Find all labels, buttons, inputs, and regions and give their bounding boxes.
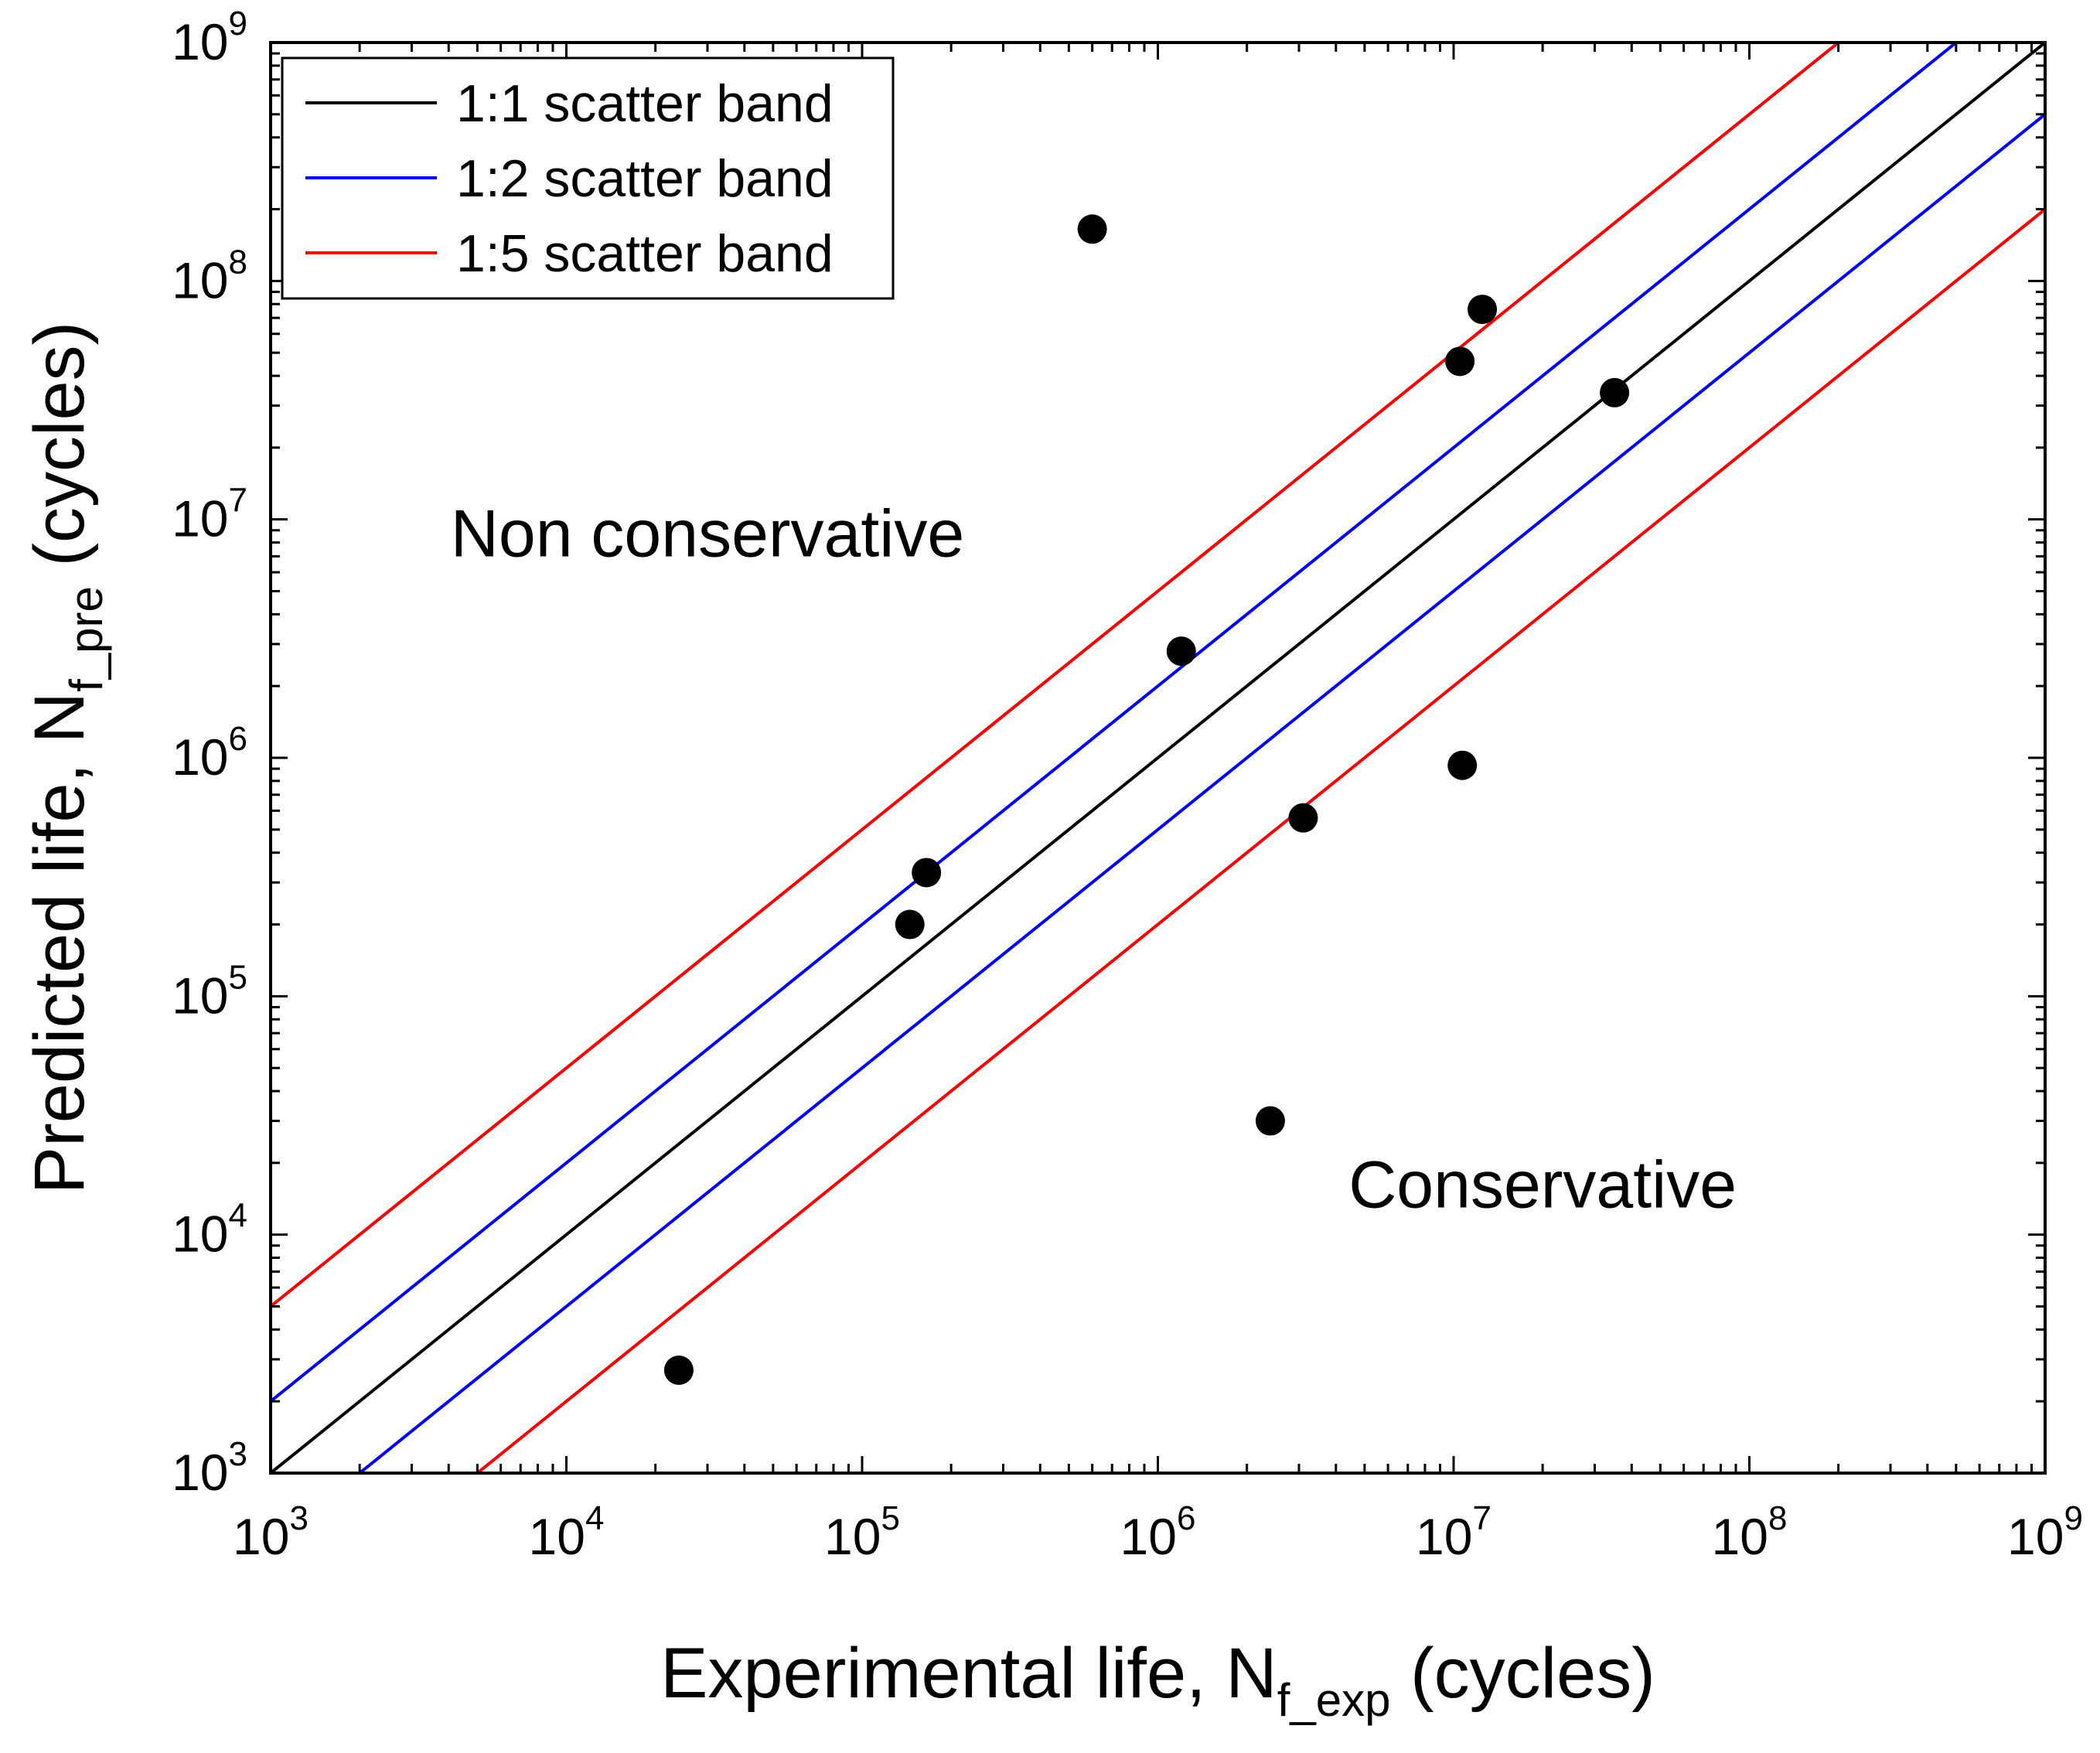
scatter-bands <box>271 43 2045 1473</box>
x-axis-label-suffix: (cycles) <box>1390 1634 1655 1713</box>
y-tick-label: 104 <box>172 1197 247 1263</box>
x-tick-label: 105 <box>824 1499 900 1565</box>
band-line-3-2 <box>475 207 2045 1473</box>
y-axis-label-suffix: (cycles) <box>20 322 99 586</box>
x-tick-label: 106 <box>1120 1499 1196 1565</box>
x-tick-label: 108 <box>1712 1499 1788 1565</box>
y-axis-label: Predicted life, Nf_pre (cycles) <box>20 322 112 1195</box>
x-tick-label: 103 <box>233 1499 309 1565</box>
data-point <box>663 1355 694 1385</box>
data-point <box>1447 750 1478 780</box>
annotation-conservative: Conservative <box>1348 1148 1737 1223</box>
band-line-2-2 <box>356 113 2045 1473</box>
y-tick-label: 107 <box>172 482 247 547</box>
annotation-non-conservative: Non conservative <box>451 496 964 571</box>
data-point <box>1468 295 1498 325</box>
x-tick-label: 109 <box>2007 1499 2083 1565</box>
data-point <box>1600 377 1630 408</box>
x-axis-label-main: Experimental life, N <box>660 1634 1277 1713</box>
y-tick-label: 103 <box>172 1435 247 1501</box>
band-line-3-1 <box>271 43 1841 1308</box>
y-tick-label: 106 <box>172 720 247 786</box>
data-point <box>895 909 925 940</box>
y-tick-labels: 103 104 105 106 107 108 109 <box>172 5 247 1501</box>
band-line-1-1 <box>271 43 2045 1473</box>
y-tick-label: 105 <box>172 958 247 1024</box>
data-points <box>663 214 1630 1385</box>
x-axis-label-subscript: f_exp <box>1277 1674 1391 1726</box>
y-tick-label: 108 <box>172 243 247 309</box>
annotations: Non conservative Conservative <box>451 496 1737 1222</box>
data-point <box>912 858 942 888</box>
y-axis-label-main: Predicted life, N <box>20 692 99 1194</box>
legend-label: 1:2 scatter band <box>456 149 834 208</box>
y-tick-label: 109 <box>172 5 247 70</box>
x-tick-label: 107 <box>1416 1499 1491 1565</box>
x-tick-labels: 103 104 105 106 107 108 109 <box>233 1499 2083 1565</box>
legend-label: 1:1 scatter band <box>456 74 834 133</box>
legend-label: 1:5 scatter band <box>456 224 834 283</box>
data-point <box>1077 214 1107 244</box>
data-point <box>1288 803 1318 833</box>
data-point <box>1255 1106 1285 1136</box>
x-tick-label: 104 <box>529 1499 605 1565</box>
y-axis-label-subscript: f_pre <box>60 586 112 692</box>
data-point <box>1445 346 1475 377</box>
x-axis-label: Experimental life, Nf_exp (cycles) <box>660 1634 1655 1726</box>
data-point <box>1166 636 1196 667</box>
legend: 1:1 scatter band 1:2 scatter band 1:5 scat… <box>281 56 895 300</box>
band-line-2-1 <box>271 43 1959 1403</box>
plot-frame <box>269 41 2047 1475</box>
